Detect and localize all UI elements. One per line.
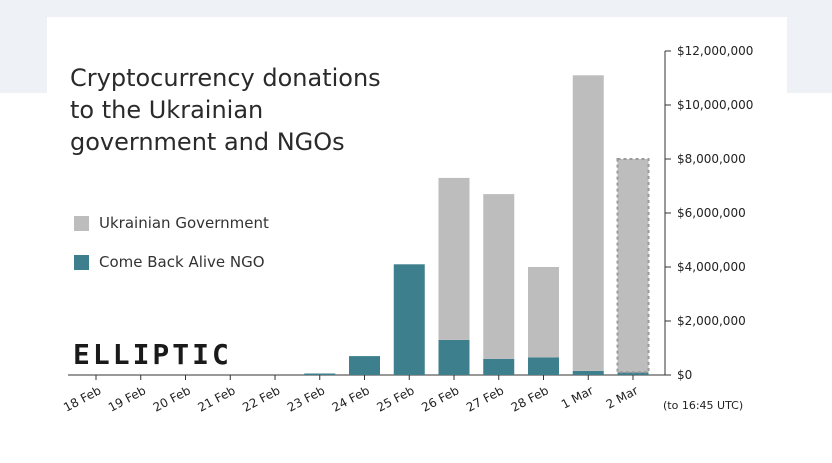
bar-come-back-alive-27-feb [483,358,515,375]
y-tick-label: $2,000,000 [677,314,746,328]
legend-swatch-ukrainian-government [74,215,89,231]
bar-come-back-alive-24-feb [349,356,380,375]
y-tick-label: $8,000,000 [677,152,746,166]
y-tick-label: $4,000,000 [677,260,746,274]
bar-come-back-alive-23-feb [304,373,336,375]
bar-ukrainian-government-28-feb [528,267,559,358]
legend-item-come-back-alive: Come Back Alive NGO [74,251,269,273]
legend-label-come-back-alive: Come Back Alive NGO [99,253,265,271]
elliptic-logo: ELLIPTIC [73,338,232,371]
legend-item-ukrainian-government: Ukrainian Government [74,212,269,234]
x-tick-label: 27 Feb [464,383,506,414]
x-tick-label: 18 Feb [61,383,103,414]
bar-ukrainian-government-2-mar [616,158,650,374]
x-tick-label: 21 Feb [195,383,237,414]
bar-come-back-alive-2-mar [617,372,649,375]
chart-card [47,17,787,463]
x-tick-label: 24 Feb [330,383,372,414]
y-tick-label: $6,000,000 [677,206,746,220]
chart-legend: Ukrainian Government Come Back Alive NGO [74,212,269,290]
x-tick-label: 1 Mar [559,383,596,411]
x-tick-label: 20 Feb [151,383,193,414]
x-tick-label: 22 Feb [240,383,282,414]
x-tick-label: 23 Feb [285,383,327,414]
bar-come-back-alive-26-feb [438,339,470,375]
bar-ukrainian-government-27-feb [483,194,515,359]
legend-swatch-come-back-alive [74,254,89,270]
x-tick-label: 25 Feb [374,383,416,414]
x-tick-label: 28 Feb [509,383,551,414]
y-tick-label: $12,000,000 [677,44,753,58]
y-tick-label: $10,000,000 [677,98,753,112]
bar-come-back-alive-1-mar [572,370,604,375]
legend-label-ukrainian-government: Ukrainian Government [99,214,269,232]
partial-day-note: (to 16:45 UTC) [663,399,743,412]
x-tick-label: 19 Feb [106,383,148,414]
x-tick-label: 2 Mar [604,383,641,411]
bar-come-back-alive-28-feb [528,357,559,375]
bar-ukrainian-government-1-mar [572,75,604,371]
bar-ukrainian-government-26-feb [438,177,470,340]
chart-title: Cryptocurrency donations to the Ukrainia… [70,64,381,156]
bar-come-back-alive-25-feb [393,264,425,375]
y-tick-label: $0 [677,368,692,382]
x-tick-label: 26 Feb [419,383,461,414]
